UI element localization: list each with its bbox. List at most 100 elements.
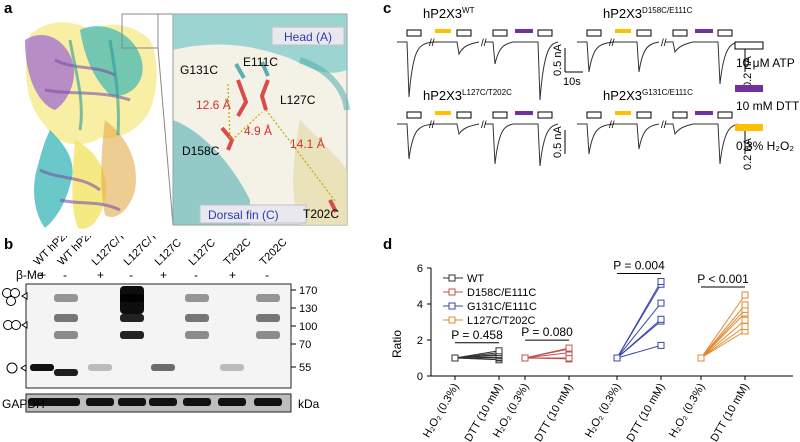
stimulus-legend: 10 μM ATP 10 mM DTT 0.3% H₂O₂ [734, 41, 800, 153]
data-point [741, 301, 749, 309]
legend-label-dtt: 10 mM DTT [736, 99, 800, 113]
monomer-band [30, 364, 54, 371]
y-tick-label: 0 [417, 371, 423, 383]
zoom-region-box [121, 13, 159, 49]
panel-label-b: b [4, 236, 14, 253]
paired-line [700, 304, 746, 359]
oligomer-band [120, 314, 144, 322]
atp-bar [492, 29, 508, 37]
axis-break: // [429, 38, 435, 49]
dtt-bar [695, 29, 713, 33]
scale-y-label: 0.5 nA [552, 44, 564, 76]
scale-y-label: 0.2 nA [742, 138, 754, 170]
bme-sign: + [229, 268, 236, 282]
paired-line [616, 281, 662, 359]
bme-sign: - [194, 268, 198, 282]
oligomer-band [256, 331, 280, 339]
legend-label: G131C/E111C [467, 301, 537, 313]
atp-bar [717, 111, 733, 119]
y-tick-label: 6 [417, 263, 423, 275]
axis-break: // [609, 120, 615, 131]
trimer-icon [2, 288, 28, 306]
series-l127c-t202c: P < 0.001 [697, 272, 749, 362]
dtt-bar [695, 111, 713, 115]
legend-label: D158C/E111C [467, 287, 536, 299]
gapdh-band [149, 398, 177, 406]
legend-marker [448, 316, 456, 324]
h2o2-bar [615, 29, 631, 33]
monomer-icon [6, 362, 27, 374]
data-point [741, 316, 749, 324]
current-trace [577, 123, 739, 165]
x-tick-label: H₂O₂ (0.3%) [421, 382, 462, 440]
paired-line [616, 318, 662, 359]
atp-bar [672, 111, 688, 119]
mw-label: 70 [299, 339, 311, 351]
data-point [657, 299, 665, 307]
axis-break: // [661, 120, 667, 131]
atp-bar [456, 29, 472, 37]
x-tick-label: DTT (10 mM) [625, 382, 668, 442]
data-point [657, 278, 665, 285]
series-wt: P = 0.458 [451, 328, 503, 364]
data-point [451, 354, 459, 362]
h2o2-bar [435, 29, 451, 33]
lane-label: T202C [222, 236, 254, 268]
p-value-label: P < 0.001 [697, 272, 749, 286]
gapdh-band [28, 398, 56, 406]
oligomer-band [54, 331, 78, 339]
legend-label: L127C/T202C [467, 315, 536, 327]
construct-superscript: WT [462, 6, 475, 15]
construct-name: hP2X3D158C/E111C [603, 6, 693, 21]
axis-break: // [609, 38, 615, 49]
h2o2-bar [435, 111, 451, 115]
p-value-label: P = 0.080 [521, 325, 573, 339]
scale-x-label: 10s [563, 76, 581, 88]
paired-line [524, 347, 570, 359]
head-label: Head (A) [284, 30, 332, 44]
p-value-label: P = 0.458 [451, 328, 503, 342]
legend-swatch-dtt [735, 85, 763, 92]
mw-label: 170 [299, 285, 317, 297]
current-trace [577, 41, 739, 85]
axis-break: // [481, 38, 487, 49]
data-point [521, 354, 529, 362]
trace-panel: hP2X3G131C/E111C // // 0.2 nA [577, 88, 754, 170]
lane-label: L127C [187, 237, 218, 268]
axis-break: // [429, 120, 435, 131]
legend-marker [448, 302, 456, 310]
paired-line [454, 350, 500, 359]
panel-b-western-blot: WT hP2X3 WT hP2X3 L127C/T202C L127C/T202C L1… [0, 236, 380, 442]
bme-sign: - [129, 268, 133, 282]
oligomer-band [256, 294, 280, 302]
data-point [613, 354, 621, 362]
atp-bar [456, 111, 472, 119]
legend-label-h2o2: 0.3% H₂O₂ [736, 139, 794, 153]
bme-sign: + [160, 268, 167, 282]
mw-label: 55 [299, 362, 311, 374]
legend-swatch-atp [734, 41, 764, 50]
atp-bar [636, 111, 652, 119]
atp-bar [406, 111, 422, 119]
current-trace [397, 123, 559, 167]
scale-y-label: 0.5 nA [552, 126, 564, 158]
atp-bar [586, 29, 602, 37]
atp-bar [537, 29, 553, 37]
gapdh-band [86, 398, 114, 406]
oligomer-band [185, 314, 209, 322]
paired-line [524, 352, 570, 359]
construct-superscript: L127C/T202C [462, 88, 512, 97]
gapdh-band [52, 398, 80, 406]
bme-label: β-Me [16, 268, 44, 282]
legend-swatch-h2o2 [735, 124, 763, 131]
legend-marker [448, 288, 456, 296]
data-point [495, 347, 503, 355]
data-point [697, 354, 705, 362]
gapdh-label: GAPDH [2, 397, 45, 411]
gapdh-band [218, 398, 246, 406]
dtt-bar [515, 111, 533, 115]
bme-sign: - [265, 268, 269, 282]
trace-panel: hP2X3D158C/E111C // // 0.2 nA [577, 6, 754, 88]
